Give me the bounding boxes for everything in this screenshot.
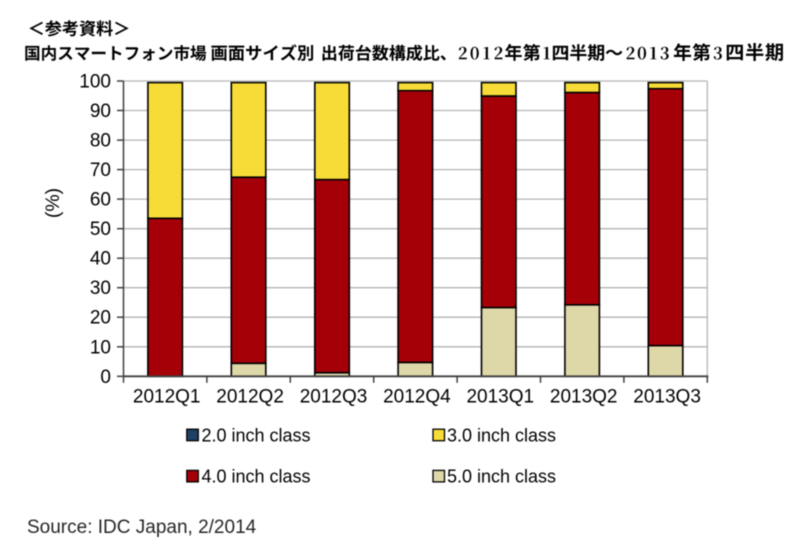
svg-text:10: 10 [90,337,111,358]
svg-text:90: 90 [90,101,111,122]
svg-text:80: 80 [90,131,111,152]
svg-text:40: 40 [90,249,111,270]
svg-text:3.0 inch class: 3.0 inch class [447,426,556,446]
svg-text:2012Q1: 2012Q1 [133,387,201,408]
svg-text:2012Q2: 2012Q2 [216,387,284,408]
svg-text:2012Q4: 2012Q4 [383,387,451,408]
svg-text:30: 30 [90,278,111,299]
svg-text:2.0 inch class: 2.0 inch class [202,426,311,446]
svg-text:20: 20 [90,308,111,329]
svg-text:(%): (%) [42,188,64,218]
svg-text:50: 50 [90,219,111,240]
svg-text:2013Q3: 2013Q3 [633,387,701,408]
svg-text:0: 0 [100,367,111,388]
svg-text:100: 100 [79,72,111,93]
svg-text:2013Q2: 2013Q2 [550,387,618,408]
svg-text:60: 60 [90,190,111,211]
svg-text:Source: IDC Japan, 2/2014: Source: IDC Japan, 2/2014 [27,517,257,538]
svg-text:4.0 inch class: 4.0 inch class [202,467,311,487]
svg-text:2013Q1: 2013Q1 [466,387,534,408]
svg-text:5.0 inch class: 5.0 inch class [447,467,556,487]
svg-text:2012Q3: 2012Q3 [300,387,368,408]
svg-text:70: 70 [90,160,111,181]
